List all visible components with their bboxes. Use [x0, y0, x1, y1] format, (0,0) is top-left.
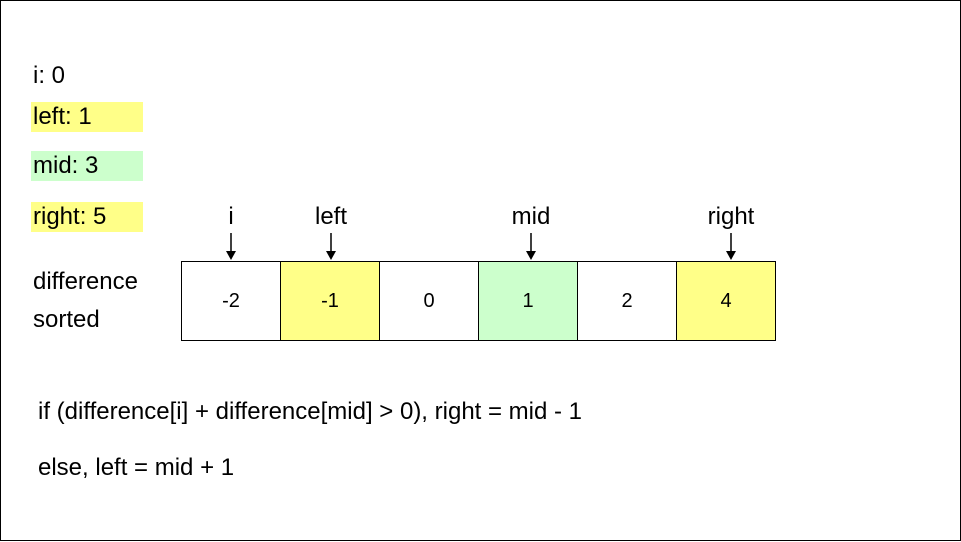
- pointer-mid-arrowhead: [526, 251, 536, 260]
- array-cell: -2: [181, 261, 281, 341]
- array-cell-right: 4: [676, 261, 776, 341]
- rule-else-line: else, left = mid + 1: [38, 454, 235, 481]
- array-label-line2: sorted: [33, 306, 100, 333]
- array-cell: 2: [577, 261, 677, 341]
- difference-array: -2 -1 0 1 2 4: [181, 261, 776, 341]
- var-right: right: 5: [31, 202, 143, 232]
- var-mid: mid: 3: [31, 151, 143, 181]
- pointer-i-arrowhead: [226, 251, 236, 260]
- array-label-line1: difference: [33, 268, 138, 295]
- rule-if-line: if (difference[i] + difference[mid] > 0)…: [38, 398, 583, 425]
- pointer-left-arrowhead: [326, 251, 336, 260]
- pointer-i-label: i: [228, 203, 234, 230]
- var-left: left: 1: [31, 102, 143, 132]
- pointer-left-label: left: [314, 203, 347, 230]
- pointer-right-label: right: [707, 203, 755, 230]
- pointer-mid-label: mid: [511, 203, 551, 230]
- array-cell: 0: [379, 261, 479, 341]
- pointer-right-arrowhead: [726, 251, 736, 260]
- array-cell-left: -1: [280, 261, 380, 341]
- var-i: i: 0: [33, 62, 66, 89]
- array-cell-mid: 1: [478, 261, 578, 341]
